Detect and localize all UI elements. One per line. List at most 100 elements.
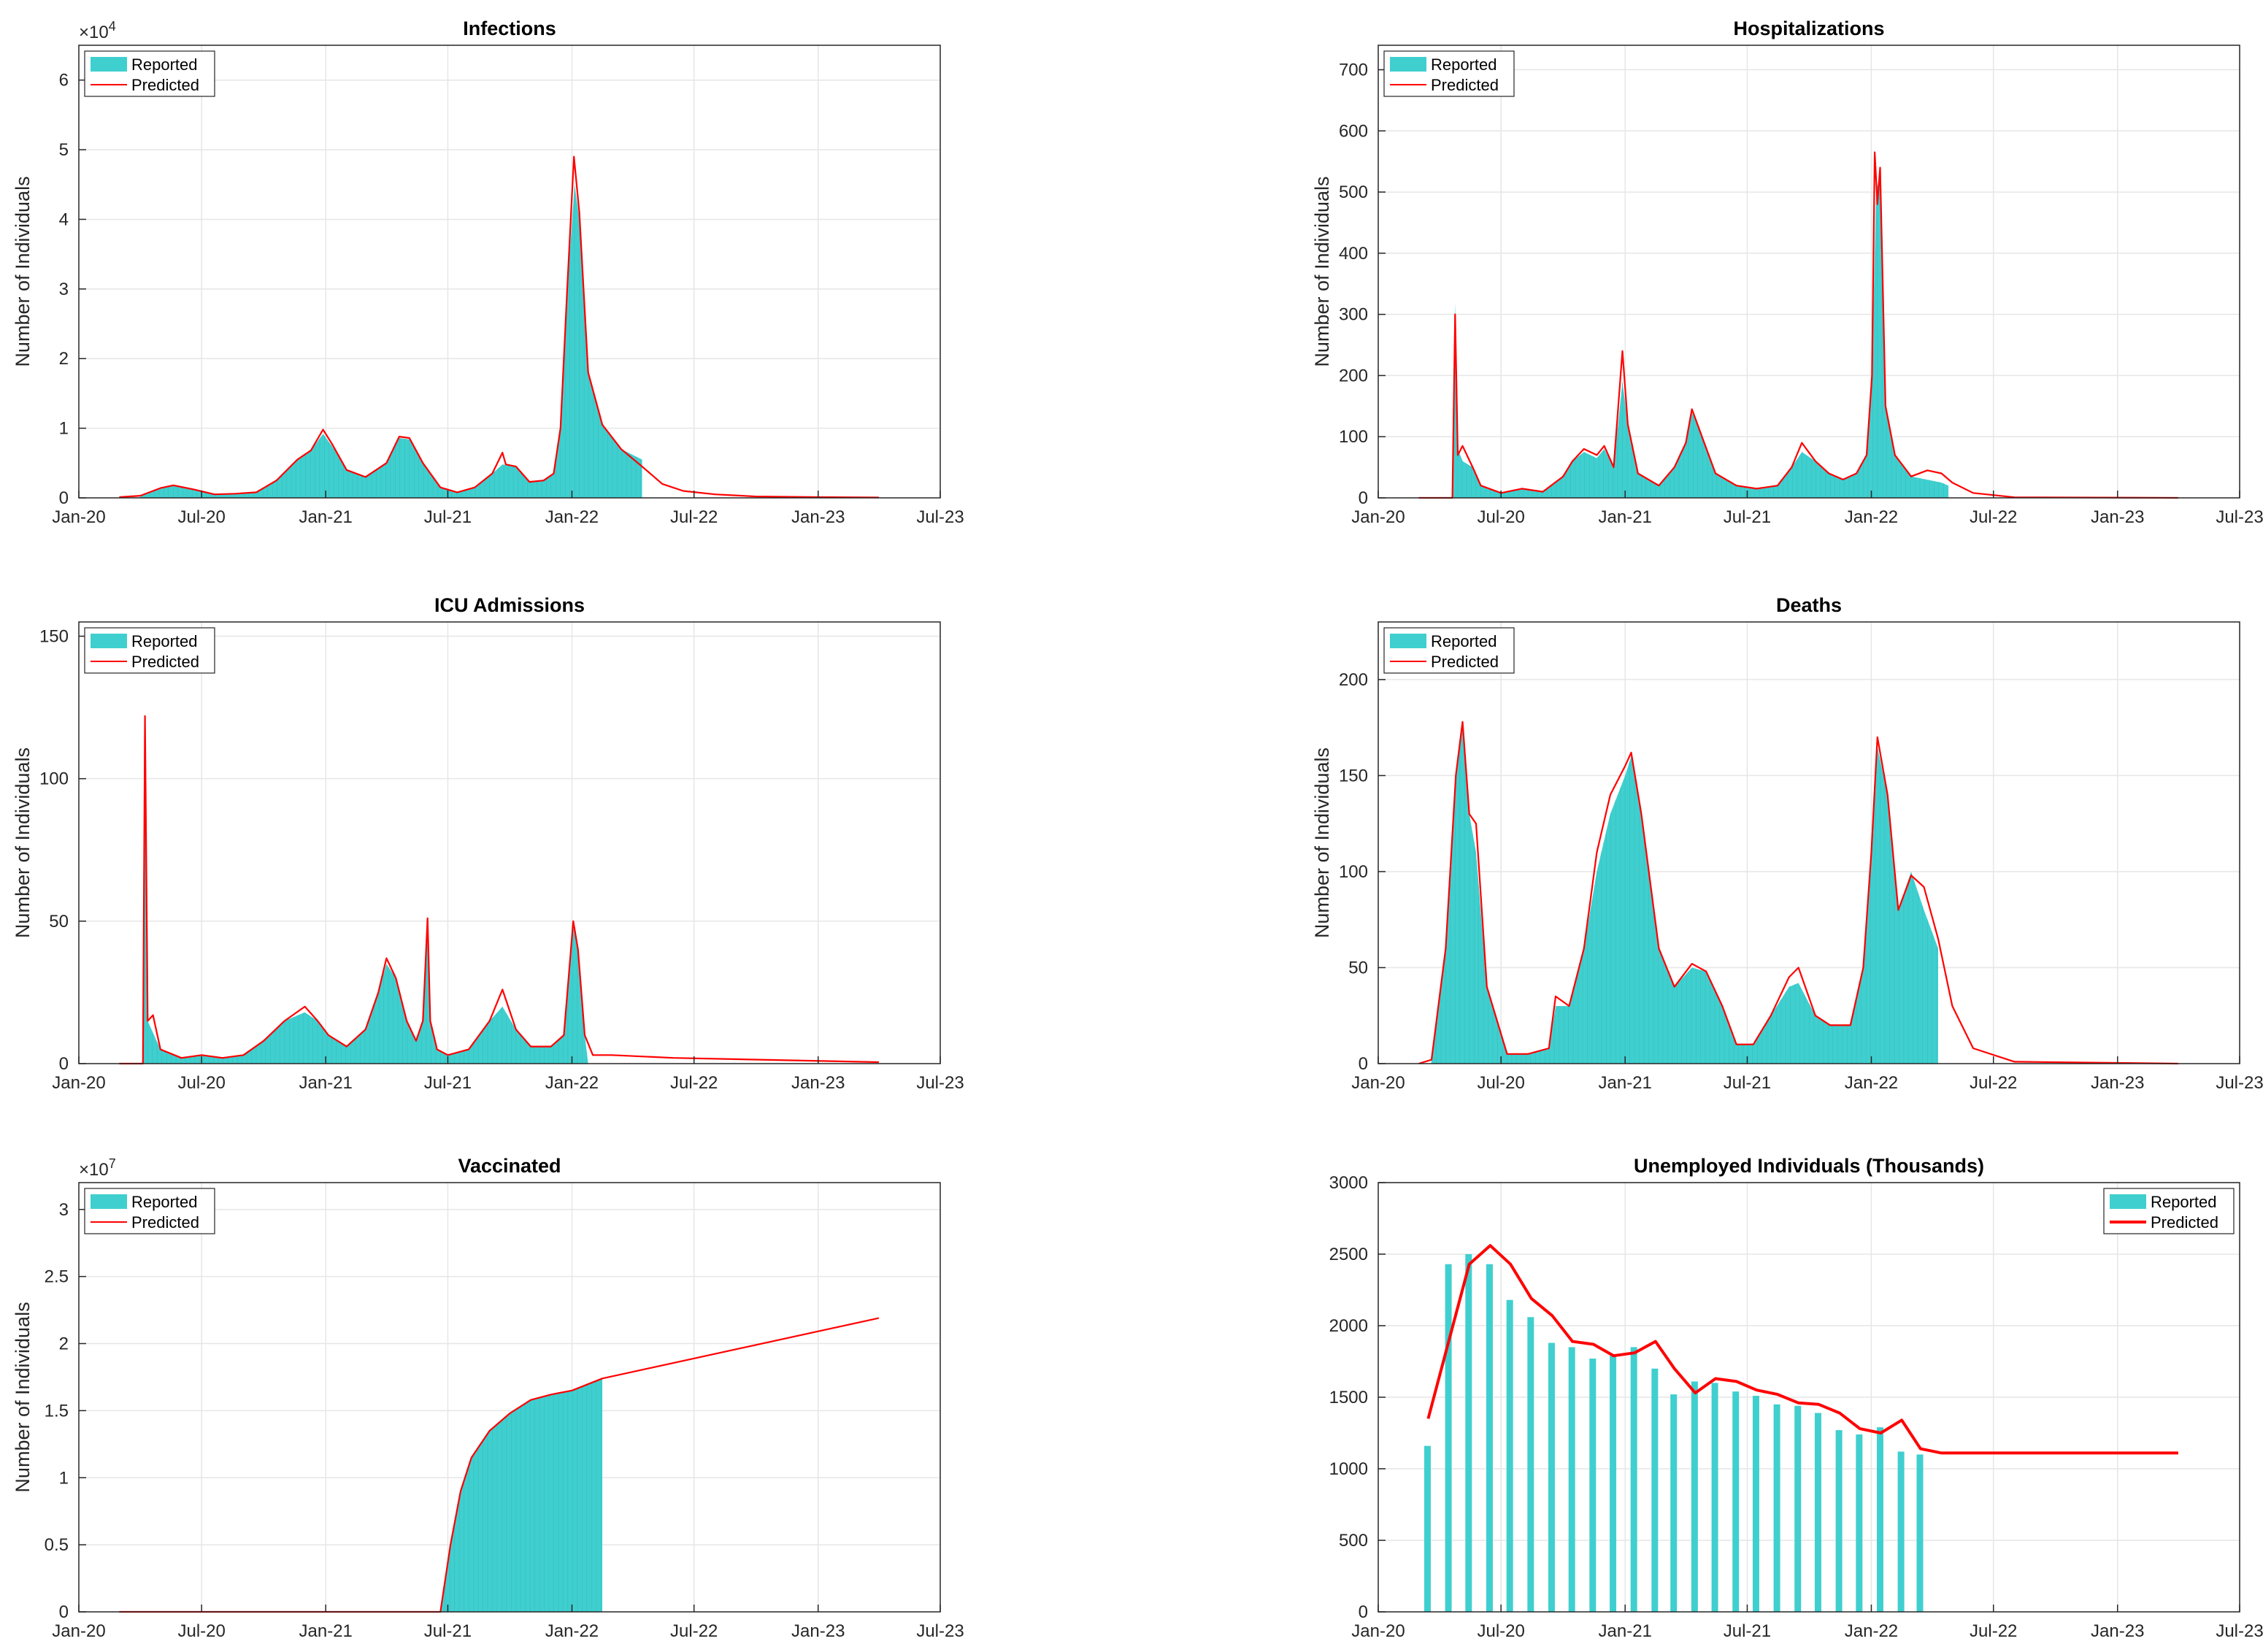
legend-label-reported: Reported — [131, 1193, 198, 1211]
x-tick-label: Jul-21 — [1724, 1073, 1771, 1093]
y-tick-label: 200 — [1339, 670, 1368, 690]
y-tick-label: 5 — [59, 140, 69, 160]
x-tick-label: Jul-23 — [916, 1073, 964, 1093]
y-tick-label: 150 — [39, 627, 69, 647]
chart-title: ICU Admissions — [434, 594, 585, 616]
legend-label-predicted: Predicted — [131, 653, 199, 671]
x-tick-label: Jan-21 — [299, 507, 353, 527]
x-tick-label: Jan-21 — [1599, 1621, 1652, 1641]
y-tick-label: 150 — [1339, 766, 1368, 785]
reported-bar — [1630, 1347, 1637, 1612]
y-tick-label: 1 — [59, 419, 69, 439]
y-tick-label: 1 — [59, 1468, 69, 1488]
x-tick-label: Jul-22 — [670, 1621, 718, 1641]
y-axis-label: Number of Individuals — [1311, 748, 1333, 938]
chart-unemployed: Jan-20 Jul-20 Jan-21 Jul-21 Jan-22 Jul-22 Jan-… — [1329, 1155, 2263, 1641]
chart-title: Unemployed Individuals (Thousands) — [1634, 1155, 1984, 1177]
y-tick-label: 50 — [1348, 958, 1368, 977]
reported-bar — [1465, 1254, 1472, 1612]
x-tick-label: Jan-23 — [2091, 1073, 2144, 1093]
reported-bars — [140, 184, 642, 499]
legend-swatch-reported — [1390, 634, 1426, 648]
y-tick-label: 0 — [1359, 1054, 1368, 1074]
x-tick-label: Jul-23 — [2216, 507, 2263, 527]
chart-title: Deaths — [1776, 594, 1842, 616]
x-tick-label: Jul-21 — [1724, 1621, 1771, 1641]
x-tick-label: Jan-20 — [1351, 507, 1405, 527]
legend-swatch-reported — [2110, 1194, 2146, 1209]
reported-bar — [1651, 1368, 1659, 1612]
legend: Reported Predicted — [1383, 627, 1515, 674]
x-tick-label: Jul-21 — [424, 507, 472, 527]
legend: Reported Predicted — [2103, 1188, 2235, 1234]
x-tick-label: Jul-21 — [1724, 507, 1771, 527]
y-tick-label: 3 — [59, 280, 69, 299]
legend-box — [1383, 50, 1515, 97]
x-tick-label: Jul-22 — [1970, 507, 2017, 527]
axes-box — [78, 45, 941, 499]
x-tick-label: Jan-20 — [52, 507, 105, 527]
x-tick-label: Jan-22 — [545, 507, 599, 527]
x-tick-label: Jan-20 — [52, 1073, 105, 1093]
x-tick-label: Jan-21 — [299, 1621, 353, 1641]
x-tick-label: Jul-21 — [424, 1073, 472, 1093]
predicted-line — [1418, 151, 2178, 499]
y-tick-label: 2.5 — [45, 1267, 69, 1287]
x-tick-label: Jul-20 — [1477, 507, 1524, 527]
x-tick-label: Jul-22 — [670, 507, 718, 527]
y-tick-label: 600 — [1339, 121, 1368, 141]
x-tick-label: Jul-23 — [2216, 1621, 2263, 1641]
reported-bar — [1568, 1347, 1575, 1612]
y-tick-label: 3000 — [1329, 1173, 1368, 1193]
legend: Reported Predicted — [84, 627, 215, 674]
x-tick-label: Jul-20 — [177, 507, 225, 527]
legend: Reported Predicted — [1383, 50, 1515, 97]
reported-bar — [1916, 1454, 1924, 1612]
y-tick-label: 700 — [1339, 61, 1368, 80]
predicted-line — [1426, 1244, 2178, 1455]
y-tick-label: 1000 — [1329, 1459, 1368, 1479]
y-tick-label: 2500 — [1329, 1245, 1368, 1264]
y-tick-label: 3 — [59, 1200, 69, 1220]
x-tick-label: Jan-23 — [791, 507, 845, 527]
reported-bar — [1752, 1396, 1759, 1612]
x-tick-label: Jul-23 — [916, 1621, 964, 1641]
predicted-line — [119, 155, 879, 499]
legend-label-predicted: Predicted — [1431, 653, 1499, 671]
chart-deaths: Jan-20 Jul-20 Jan-21 Jul-21 Jan-22 Jul-22 Jan-… — [1311, 594, 2263, 1093]
x-tick-label: Jul-22 — [1970, 1621, 2017, 1641]
x-tick-label: Jan-23 — [2091, 1621, 2144, 1641]
reported-bar — [1691, 1381, 1698, 1612]
y-tick-label: 2 — [59, 349, 69, 369]
reported-bar — [1589, 1359, 1597, 1612]
x-tick-label: Jul-20 — [177, 1073, 225, 1093]
y-axis-label: Number of Individuals — [1311, 176, 1333, 366]
reported-bar — [1773, 1404, 1780, 1612]
x-tick-label: Jul-20 — [1477, 1073, 1524, 1093]
y-tick-label: 0.5 — [45, 1535, 69, 1555]
y-tick-label: 100 — [39, 769, 69, 789]
x-tick-label: Jan-23 — [791, 1621, 845, 1641]
reported-bar — [1794, 1405, 1802, 1612]
x-tick-label: Jan-20 — [52, 1621, 105, 1641]
reported-bar — [1835, 1430, 1843, 1612]
legend: Reported Predicted — [84, 1188, 215, 1234]
x-tick-label: Jul-20 — [177, 1621, 225, 1641]
x-tick-label: Jul-21 — [424, 1621, 472, 1641]
x-tick-label: Jan-23 — [791, 1073, 845, 1093]
reported-bar — [1506, 1299, 1513, 1612]
y-tick-label: 6 — [59, 71, 69, 91]
legend-swatch-reported — [1390, 57, 1426, 72]
x-tick-label: Jan-22 — [545, 1073, 599, 1093]
x-tick-label: Jul-22 — [1970, 1073, 2017, 1093]
reported-bar — [1610, 1356, 1617, 1612]
reported-bar — [1670, 1394, 1678, 1612]
x-tick-label: Jan-22 — [1845, 507, 1898, 527]
y-tick-label: 100 — [1339, 862, 1368, 882]
x-tick-label: Jan-22 — [1845, 1621, 1898, 1641]
legend-label-reported: Reported — [2151, 1193, 2217, 1211]
chart-title: Hospitalizations — [1733, 18, 1884, 39]
predicted-line — [119, 1317, 880, 1613]
reported-bar — [1814, 1413, 1821, 1612]
